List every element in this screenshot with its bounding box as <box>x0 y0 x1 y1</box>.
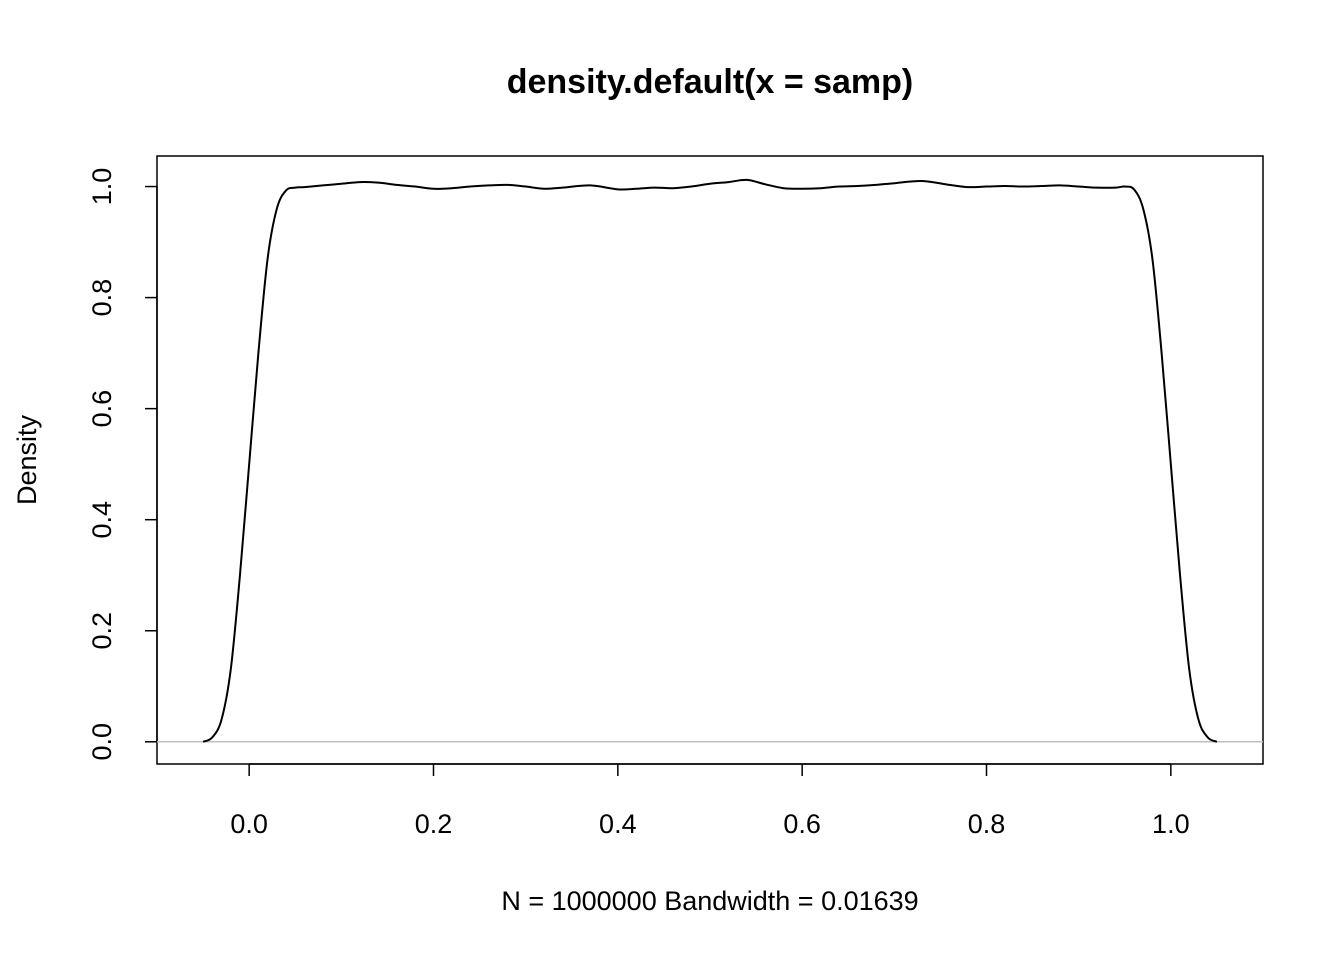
x-axis: 0.0 0.2 0.4 0.6 0.8 1.0 <box>230 763 1190 839</box>
y-tick-label: 0.4 <box>87 501 117 539</box>
y-tick-label: 0.8 <box>87 279 117 317</box>
y-axis: 0.0 0.2 0.4 0.6 0.8 1.0 <box>87 168 158 761</box>
x-tick-label: 0.2 <box>415 809 453 839</box>
y-tick-label: 0.0 <box>87 723 117 761</box>
y-axis-label: Density <box>12 414 42 505</box>
x-tick-label: 0.8 <box>968 809 1006 839</box>
x-tick-label: 0.6 <box>783 809 821 839</box>
x-axis-label: N = 1000000 Bandwidth = 0.01639 <box>501 886 918 916</box>
plot-frame <box>156 155 1264 765</box>
y-tick-label: 0.2 <box>87 612 117 650</box>
density-curve-0 <box>202 178 1218 743</box>
series-layer <box>157 178 1263 743</box>
y-tick-label: 0.6 <box>87 390 117 428</box>
y-tick-label: 1.0 <box>87 168 117 206</box>
x-tick-label: 1.0 <box>1152 809 1190 839</box>
x-tick-label: 0.0 <box>230 809 268 839</box>
chart-title: density.default(x = samp) <box>507 63 914 101</box>
x-tick-label: 0.4 <box>599 809 637 839</box>
